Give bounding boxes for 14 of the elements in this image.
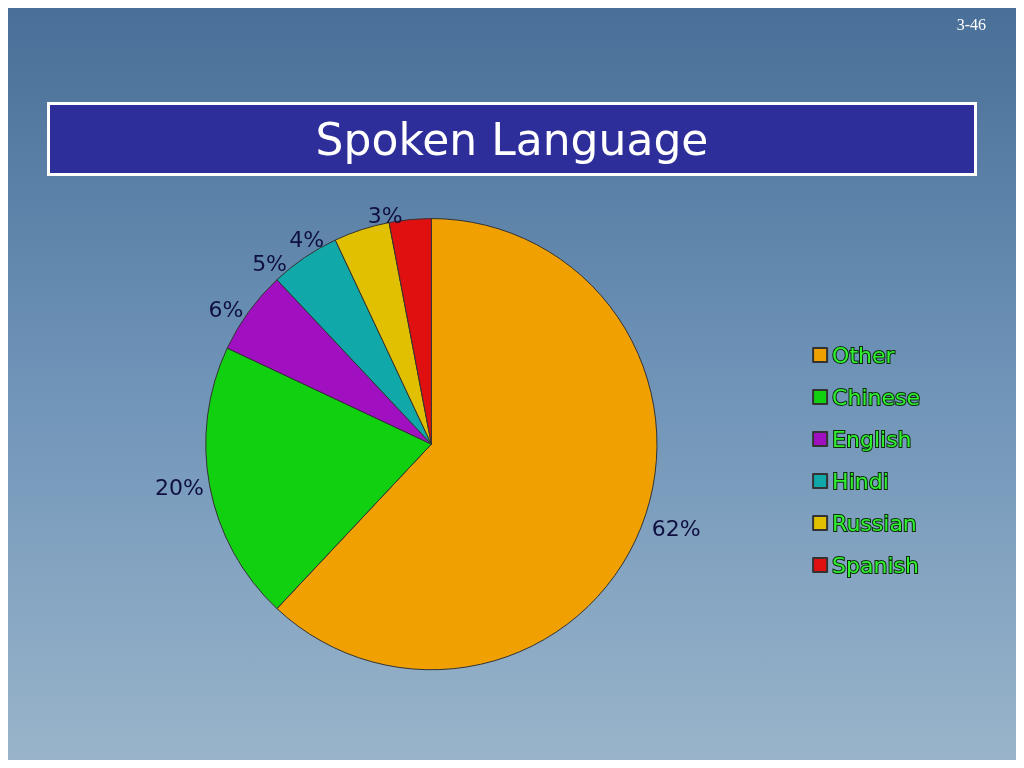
legend-label: Spanish [832,552,919,578]
data-label: 20% [154,474,204,500]
legend-label: English [832,426,912,452]
legend-label: Chinese [832,384,921,410]
legend-label: Hindi [832,468,889,494]
data-label: 6% [208,296,244,322]
legend-label: Russian [832,510,917,536]
data-label: 5% [252,251,288,277]
data-label: 4% [289,227,325,253]
legend-label: Other [832,342,896,368]
text: 3-46 [956,15,986,33]
data-label: 3% [367,203,403,229]
chart-title: Spoken Language [315,113,709,165]
data-label: 62% [651,516,701,542]
